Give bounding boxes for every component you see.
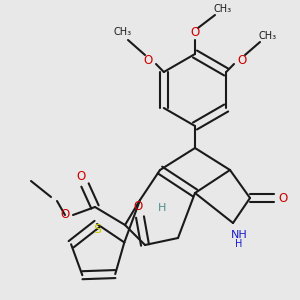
Text: O: O [76, 169, 85, 182]
Text: CH₃: CH₃ [259, 31, 277, 41]
Text: H: H [235, 239, 243, 249]
Text: O: O [60, 208, 70, 221]
Text: NH: NH [231, 230, 248, 240]
Text: O: O [143, 53, 153, 67]
Text: H: H [158, 203, 166, 213]
Text: O: O [278, 191, 288, 205]
Text: O: O [237, 53, 247, 67]
Text: S: S [93, 223, 101, 236]
Text: O: O [134, 200, 142, 214]
Text: O: O [190, 26, 200, 40]
Text: CH₃: CH₃ [214, 4, 232, 14]
Text: CH₃: CH₃ [114, 27, 132, 37]
